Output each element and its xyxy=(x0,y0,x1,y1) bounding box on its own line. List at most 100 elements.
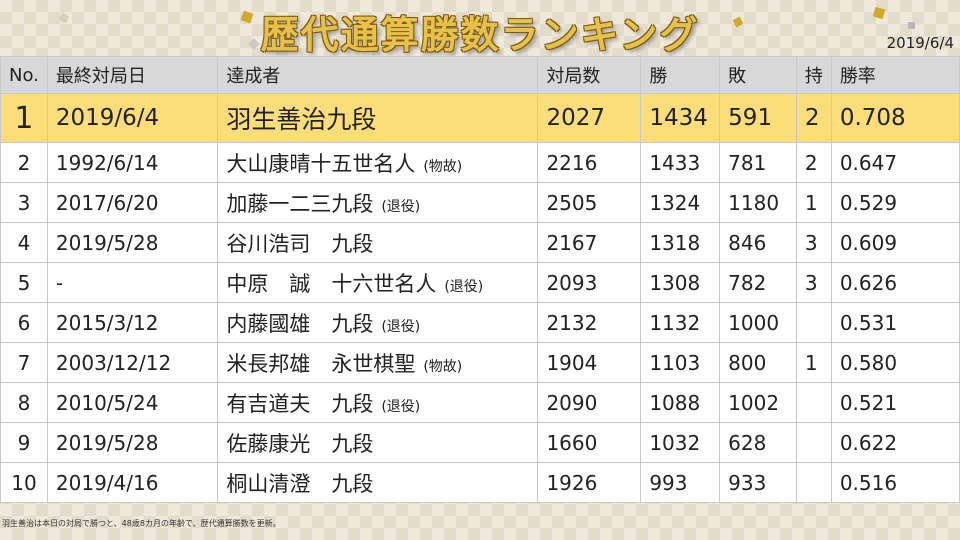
games-count: 2090 xyxy=(537,382,642,423)
wins-count: 1103 xyxy=(640,342,721,383)
player-cell: 谷川浩司 九段 xyxy=(217,222,539,263)
wins-count: 1308 xyxy=(640,262,721,303)
wins-count: 1088 xyxy=(640,382,721,423)
games-count: 2505 xyxy=(537,182,642,223)
losses-count: 591 xyxy=(719,93,797,143)
win-rate: 0.647 xyxy=(830,142,960,183)
wins-count: 993 xyxy=(640,462,721,503)
col-header-no: No. xyxy=(0,56,48,94)
col-header-last-date: 最終対局日 xyxy=(46,56,219,94)
table-row: 1 2019/6/4 羽生善治九段 2027 1434 591 2 0.708 xyxy=(0,93,960,143)
rank-number: 8 xyxy=(0,382,48,423)
player-status: (退役) xyxy=(381,318,421,335)
last-game-date: 2015/3/12 xyxy=(46,302,219,343)
player-cell: 米長邦雄 永世棋聖 (物故) xyxy=(217,342,539,383)
ji-count: 3 xyxy=(795,262,832,303)
ji-count: 1 xyxy=(795,342,832,383)
table-row: 8 2010/5/24 有吉道夫 九段 (退役) 2090 1088 1002 0… xyxy=(0,382,960,423)
player-cell: 桐山清澄 九段 xyxy=(217,462,539,503)
col-header-wins: 勝 xyxy=(640,56,721,94)
losses-count: 933 xyxy=(719,462,797,503)
win-rate: 0.626 xyxy=(830,262,960,303)
player-name: 桐山清澄 九段 xyxy=(226,471,374,496)
games-count: 2093 xyxy=(537,262,642,303)
last-game-date: 2019/5/28 xyxy=(46,422,219,463)
player-status: (物故) xyxy=(423,158,463,175)
wins-count: 1434 xyxy=(640,93,721,143)
ji-count: 2 xyxy=(795,93,832,143)
rank-number: 6 xyxy=(0,302,48,343)
player-name: 米長邦雄 永世棋聖 xyxy=(226,351,416,376)
col-header-losses: 敗 xyxy=(719,56,797,94)
player-status: (物故) xyxy=(423,358,463,375)
games-count: 2167 xyxy=(537,222,642,263)
col-header-ji: 持 xyxy=(795,56,832,94)
games-count: 2216 xyxy=(537,142,642,183)
last-game-date: 2003/12/12 xyxy=(46,342,219,383)
wins-count: 1318 xyxy=(640,222,721,263)
table-header-row: No. 最終対局日 達成者 対局数 勝 敗 持 勝率 xyxy=(0,56,960,94)
rank-number: 10 xyxy=(0,462,48,503)
table-row: 5 - 中原 誠 十六世名人 (退役) 2093 1308 782 3 0.626 xyxy=(0,262,960,303)
last-game-date: 2019/6/4 xyxy=(46,93,219,143)
win-rate: 0.622 xyxy=(830,422,960,463)
last-game-date: 2019/5/28 xyxy=(46,222,219,263)
losses-count: 1000 xyxy=(719,302,797,343)
losses-count: 1180 xyxy=(719,182,797,223)
games-count: 1926 xyxy=(537,462,642,503)
player-cell: 内藤國雄 九段 (退役) xyxy=(217,302,539,343)
table-row: 6 2015/3/12 内藤國雄 九段 (退役) 2132 1132 1000 0… xyxy=(0,302,960,343)
losses-count: 800 xyxy=(719,342,797,383)
rank-number: 3 xyxy=(0,182,48,223)
games-count: 1904 xyxy=(537,342,642,383)
losses-count: 846 xyxy=(719,222,797,263)
rank-number: 9 xyxy=(0,422,48,463)
player-cell: 中原 誠 十六世名人 (退役) xyxy=(217,262,539,303)
wins-count: 1032 xyxy=(640,422,721,463)
table-row: 2 1992/6/14 大山康晴十五世名人 (物故) 2216 1433 781 … xyxy=(0,142,960,183)
last-game-date: 2010/5/24 xyxy=(46,382,219,423)
games-count: 2027 xyxy=(537,93,642,143)
games-count: 2132 xyxy=(537,302,642,343)
losses-count: 782 xyxy=(719,262,797,303)
table-row: 3 2017/6/20 加藤一二三九段 (退役) 2505 1324 1180 1… xyxy=(0,182,960,223)
table-row: 9 2019/5/28 佐藤康光 九段 1660 1032 628 0.622 xyxy=(0,422,960,463)
player-status: (退役) xyxy=(381,198,421,215)
player-status: (退役) xyxy=(381,398,421,415)
table-row: 4 2019/5/28 谷川浩司 九段 2167 1318 846 3 0.60… xyxy=(0,222,960,263)
page-title: 歴代通算勝数ランキング xyxy=(260,12,700,57)
player-name: 谷川浩司 九段 xyxy=(226,231,374,256)
table-row: 7 2003/12/12 米長邦雄 永世棋聖 (物故) 1904 1103 800… xyxy=(0,342,960,383)
last-game-date: 2017/6/20 xyxy=(46,182,219,223)
ji-count: 2 xyxy=(795,142,832,183)
rank-number: 2 xyxy=(0,142,48,183)
player-name: 有吉道夫 九段 xyxy=(226,391,374,416)
col-header-win-rate: 勝率 xyxy=(830,56,960,94)
ji-count xyxy=(795,462,832,503)
player-cell: 加藤一二三九段 (退役) xyxy=(217,182,539,223)
win-rate: 0.580 xyxy=(830,342,960,383)
wins-count: 1433 xyxy=(640,142,721,183)
player-cell: 羽生善治九段 xyxy=(217,93,539,143)
player-cell: 佐藤康光 九段 xyxy=(217,422,539,463)
ji-count: 1 xyxy=(795,182,832,223)
win-rate: 0.609 xyxy=(830,222,960,263)
player-cell: 有吉道夫 九段 (退役) xyxy=(217,382,539,423)
win-rate: 0.516 xyxy=(830,462,960,503)
footnote: 羽生善治は本日の対局で勝つと、48歳8カ月の年齢で、歴代通算勝数を更新。 xyxy=(2,519,281,528)
player-name: 内藤國雄 九段 xyxy=(226,311,374,336)
ranking-date: 2019/6/4 xyxy=(886,34,954,52)
ji-count xyxy=(795,422,832,463)
col-header-games: 対局数 xyxy=(537,56,642,94)
table-row: 10 2019/4/16 桐山清澄 九段 1926 993 933 0.516 xyxy=(0,462,960,503)
ji-count: 3 xyxy=(795,222,832,263)
games-count: 1660 xyxy=(537,422,642,463)
ji-count xyxy=(795,302,832,343)
player-cell: 大山康晴十五世名人 (物故) xyxy=(217,142,539,183)
win-rate: 0.531 xyxy=(830,302,960,343)
rank-number: 5 xyxy=(0,262,48,303)
last-game-date: 1992/6/14 xyxy=(46,142,219,183)
ranking-table: No. 最終対局日 達成者 対局数 勝 敗 持 勝率 1 2019/6/4 羽生… xyxy=(0,56,960,503)
player-name: 中原 誠 十六世名人 xyxy=(226,271,437,296)
win-rate: 0.521 xyxy=(830,382,960,423)
